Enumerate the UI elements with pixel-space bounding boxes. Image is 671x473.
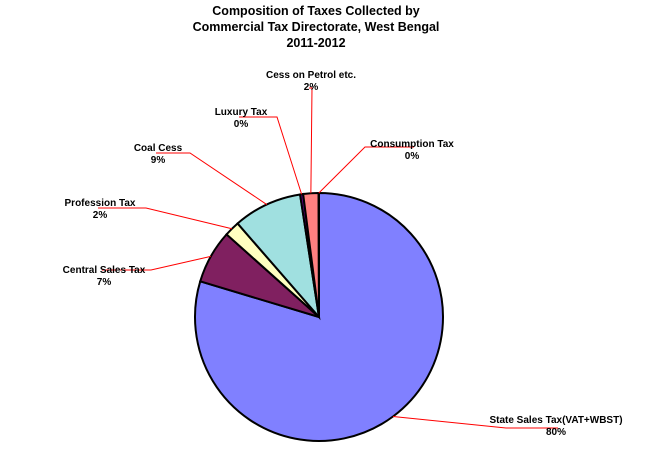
slice-label-name: Central Sales Tax (63, 265, 146, 276)
chart-title-line-1: Composition of Taxes Collected by (212, 4, 419, 18)
leader-line (239, 116, 303, 195)
slice-label-value: 9% (151, 155, 166, 166)
leader-lines (98, 87, 558, 429)
slice-label-value: 80% (546, 427, 566, 438)
leader-line (102, 255, 211, 271)
leader-line (392, 415, 558, 429)
slice-label-value: 0% (405, 151, 420, 162)
slice-label-name: Consumption Tax (370, 139, 454, 150)
slice-label-value: 0% (234, 119, 249, 130)
slice-labels: State Sales Tax(VAT+WBST)80% Central Sale… (63, 70, 623, 438)
slice-label-value: 7% (97, 277, 112, 288)
slice-label-value: 2% (304, 82, 319, 93)
slice-label-name: Profession Tax (65, 198, 136, 209)
pie-slices (194, 191, 444, 442)
slice-label-name: Cess on Petrol etc. (266, 70, 356, 81)
chart-title-line-2: Commercial Tax Directorate, West Bengal (193, 20, 440, 34)
slice-label-name: State Sales Tax(VAT+WBST) (489, 415, 622, 426)
slice-label-name: Luxury Tax (215, 107, 268, 118)
leader-line (98, 207, 233, 230)
chart-title: Composition of Taxes Collected by Commer… (193, 4, 440, 50)
leader-line (318, 146, 414, 194)
leader-line (156, 152, 268, 205)
leader-line (309, 87, 313, 194)
chart-title-line-3: 2011-2012 (286, 36, 345, 50)
slice-label-value: 2% (93, 210, 108, 221)
slice-label-name: Coal Cess (134, 143, 183, 154)
